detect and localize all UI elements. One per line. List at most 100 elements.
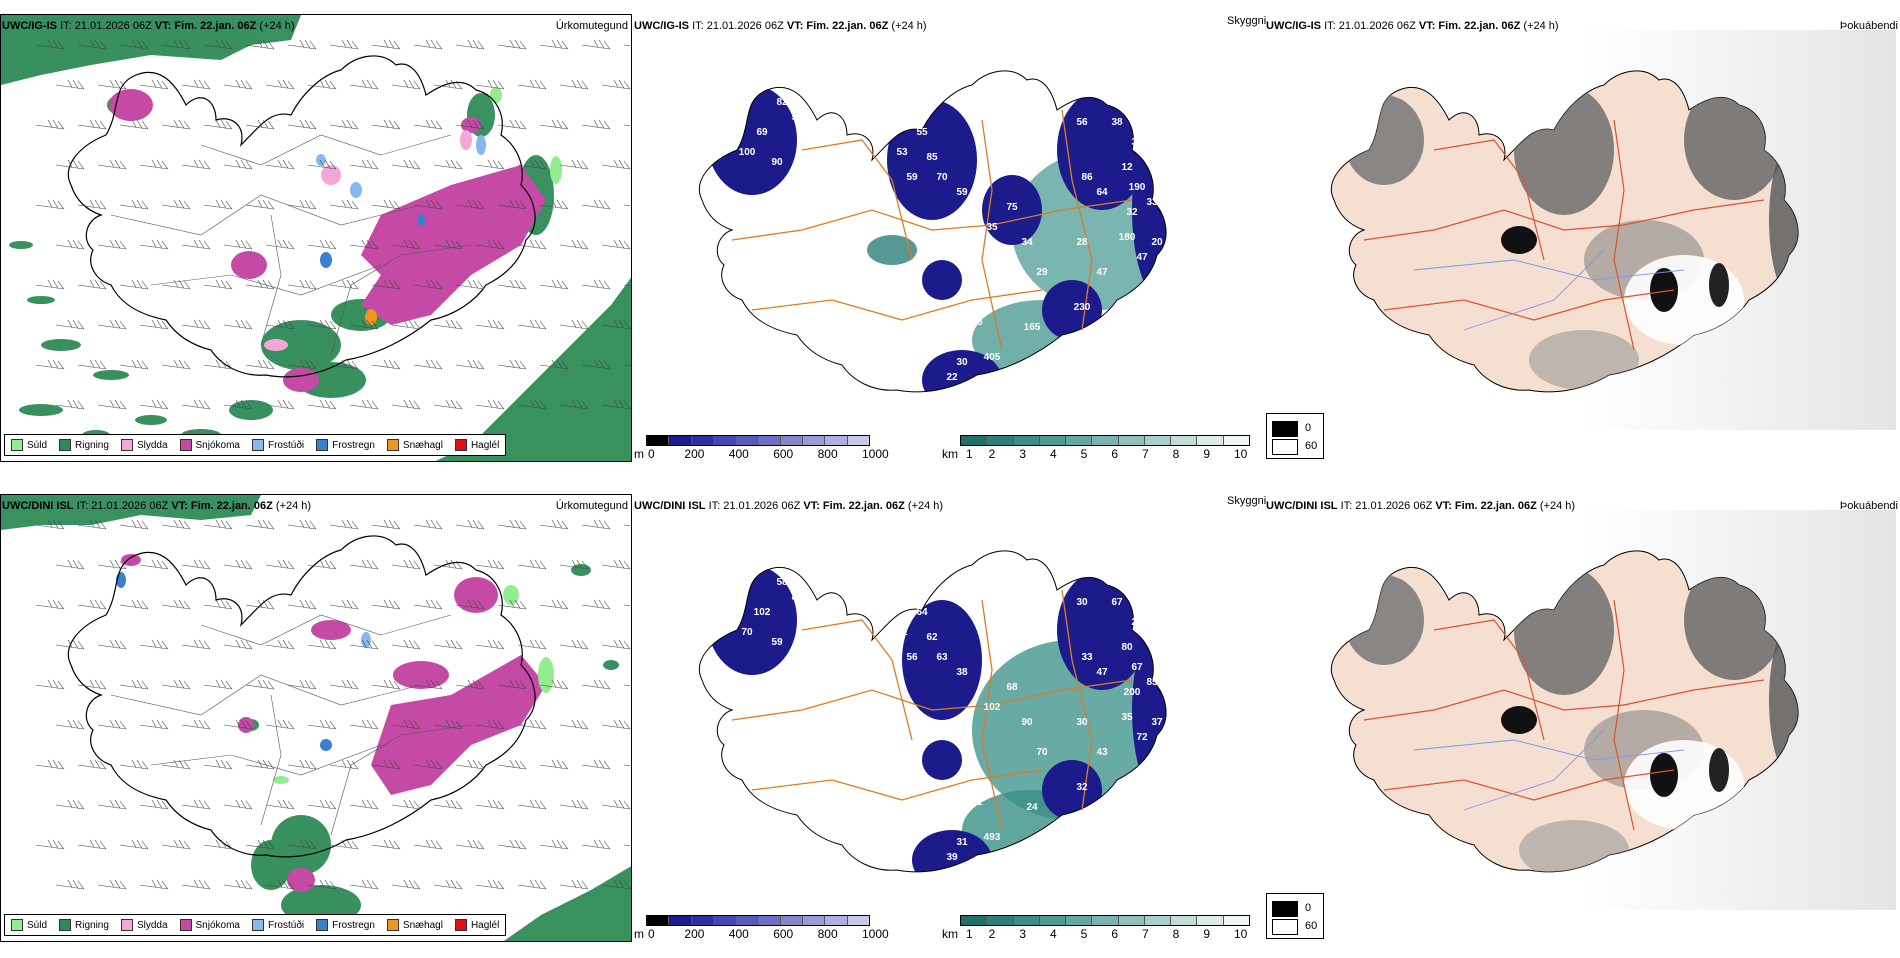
colorbar-segment (1039, 916, 1067, 925)
cloudbase-colorbar-group: m 0 200 400 600 800 1000 km 1 2 3 4 5 6 7 8 9 10 (632, 915, 1264, 949)
legend-label: Snæhagl (402, 919, 443, 931)
wind-barb (413, 839, 443, 850)
wind-barb (349, 239, 379, 250)
wind-barb (433, 399, 463, 410)
colorbar-segment (1223, 916, 1249, 925)
wind-barb (245, 39, 275, 50)
wind-barb (517, 239, 547, 250)
wind-barb (581, 519, 611, 530)
wind-barb (413, 119, 443, 130)
legend-swatch (11, 919, 23, 931)
colorbar-segment (691, 916, 714, 925)
wind-barb (581, 839, 611, 850)
legend-swatch (386, 439, 399, 451)
wind-barb (139, 559, 169, 570)
valid-time-label: VT: (1435, 500, 1452, 512)
cloud-base-label: 40 (731, 102, 743, 113)
wind-barb (455, 839, 485, 850)
colorbar-segment (691, 436, 714, 445)
wind-barb (455, 199, 485, 210)
cloudbase-unit: m (634, 447, 644, 461)
wind-barb (223, 399, 253, 410)
cloud-base-label: 22 (946, 372, 958, 383)
cloud-base-label: 59 (956, 187, 968, 198)
colorbar-segment (1066, 916, 1093, 925)
wind-barb (77, 199, 107, 210)
wind-barb (581, 279, 611, 290)
cloudbase-visibility-panel: 81 69 57 43 58 81 102 70 59 64 91 62 56 63 38 58 30 67 28 8… (632, 480, 1264, 958)
fog-indicator-map (1264, 30, 1896, 430)
wind-barb (265, 799, 295, 810)
wind-barb (161, 119, 191, 130)
wind-barb (329, 839, 359, 850)
wind-barb (475, 719, 505, 730)
cloud-base-label: 55 (916, 127, 928, 138)
cloud-base-label: 91 (1166, 702, 1178, 713)
wind-barb (371, 359, 401, 370)
cloud-base-label: 59 (906, 172, 918, 183)
precip-type-map (0, 494, 632, 942)
model-name: UWC/IG-IS (634, 20, 689, 32)
wind-barb (119, 199, 149, 210)
precip-type-panel: UWC/IG-IS IT: 21.01.2026 06Z VT: Fim. 22… (0, 0, 632, 478)
colorbar-segment (1013, 436, 1040, 445)
cloud-base-label: 85 (926, 152, 938, 163)
wind-barb (391, 79, 421, 90)
wind-barb (517, 159, 547, 170)
cloud-base-label: 29 (1036, 267, 1048, 278)
wind-barb (307, 239, 337, 250)
wind-barb (517, 559, 547, 570)
wind-barb (581, 599, 611, 610)
wind-barb (223, 639, 253, 650)
colorbar-tick-label: 200 (684, 927, 705, 941)
wind-barb (139, 639, 169, 650)
wind-barb (223, 799, 253, 810)
wind-barb (181, 399, 211, 410)
wind-barb (97, 399, 127, 410)
wind-barb (455, 279, 485, 290)
wind-barb (475, 79, 505, 90)
colorbar-segment (1118, 436, 1145, 445)
wind-barb (139, 799, 169, 810)
wind-barb (139, 239, 169, 250)
wind-barb (413, 39, 443, 50)
colorbar-tick-label: 0 (648, 447, 655, 461)
legend-swatch (179, 439, 192, 451)
lead-time: (+24 h) (891, 20, 927, 32)
wind-barb (97, 719, 127, 730)
wind-barb (601, 559, 631, 570)
panel-title-fog-indicator: Þokuábendi (1839, 500, 1898, 512)
fog-legend-swatch-1 (1272, 919, 1298, 935)
cloud-base-label: 230 (1074, 302, 1091, 313)
wind-barb (77, 759, 107, 770)
wind-barb (433, 799, 463, 810)
wind-barb (413, 519, 443, 530)
wind-barb (601, 639, 631, 650)
cloudbase-visibility-panel: 110 91 40 108 82 57 69 100 90 55 53 85 59 70 59 62 56 38 3… (632, 0, 1264, 478)
lead-time: (+24 h) (275, 500, 312, 512)
cloud-base-label: 190 (1129, 182, 1146, 193)
colorbar-tick-label: 4 (1050, 927, 1057, 941)
legend-item-7: Haglél (454, 439, 499, 451)
wind-barb (559, 239, 589, 250)
colorbar-tick-label: 9 (1203, 447, 1211, 461)
wind-barb (349, 879, 379, 890)
wind-barb (245, 599, 275, 610)
wind-barb (181, 719, 211, 730)
wind-barb (245, 199, 275, 210)
colorbar-segment (1171, 916, 1198, 925)
wind-barb (581, 759, 611, 770)
wind-barb (349, 559, 379, 570)
cloud-base-label: 90 (771, 157, 783, 168)
colorbar-tick-label: 10 (1234, 927, 1248, 941)
wind-barb (35, 39, 65, 50)
wind-barb (329, 119, 359, 130)
wind-barb (245, 759, 275, 770)
wind-barb (391, 159, 421, 170)
wind-barb (161, 599, 191, 610)
visibility-unit: km (942, 927, 958, 941)
wind-barb (601, 159, 631, 170)
wind-barb (559, 159, 589, 170)
cloud-base-label: 35 (986, 222, 998, 233)
wind-barb (161, 759, 191, 770)
